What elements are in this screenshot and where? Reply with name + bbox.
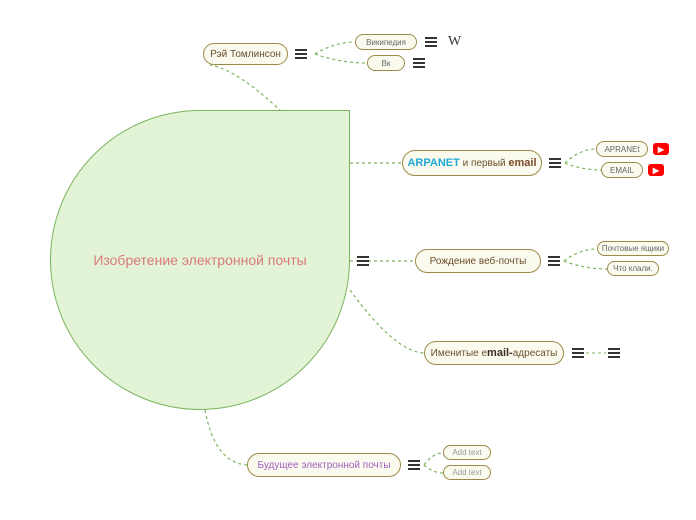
leaf-menu-icon[interactable] bbox=[608, 348, 620, 358]
branch-famous[interactable]: Именитые email-адресаты bbox=[424, 341, 564, 365]
central-label: Изобретение электронной почты bbox=[75, 252, 324, 268]
leaf-menu-icon[interactable] bbox=[425, 37, 437, 47]
leaf-node[interactable]: Add text bbox=[443, 465, 491, 480]
leaf-node[interactable]: EMAIL bbox=[601, 162, 643, 178]
leaf-label: EMAIL bbox=[610, 166, 634, 175]
mindmap-canvas: Изобретение электронной почты Рэй Томлин… bbox=[0, 0, 696, 520]
leaf-node[interactable]: Add text bbox=[443, 445, 491, 460]
leaf-node[interactable]: APRANEt bbox=[596, 141, 648, 157]
branch-label: Рэй Томлинсон bbox=[210, 49, 281, 60]
branch-webmail[interactable]: Рождение веб-почты bbox=[415, 249, 541, 273]
leaf-label: Add text bbox=[452, 448, 481, 457]
leaf-label: Почтовые ящики bbox=[602, 244, 664, 253]
youtube-icon[interactable]: ▶ bbox=[648, 164, 664, 176]
leaf-label: Add text bbox=[452, 468, 481, 477]
branch-menu-icon[interactable] bbox=[548, 256, 560, 266]
central-node[interactable]: Изобретение электронной почты bbox=[50, 110, 350, 410]
leaf-label: Википедия bbox=[366, 38, 406, 47]
leaf-node[interactable]: Вк bbox=[367, 55, 405, 71]
branch-future[interactable]: Будущее электронной почты bbox=[247, 453, 401, 477]
leaf-node[interactable]: Что клали. bbox=[607, 261, 659, 276]
leaf-node[interactable]: Почтовые ящики bbox=[597, 241, 669, 256]
leaf-node[interactable]: Википедия bbox=[355, 34, 417, 50]
leaf-label: APRANEt bbox=[604, 145, 639, 154]
branch-arpanet[interactable]: ARPANET и первый email bbox=[402, 150, 542, 176]
branch-label: Будущее электронной почты bbox=[257, 460, 390, 471]
branch-label: ARPANET и первый email bbox=[407, 157, 536, 169]
branch-menu-icon[interactable] bbox=[549, 158, 561, 168]
leaf-menu-icon[interactable] bbox=[413, 58, 425, 68]
wikipedia-icon[interactable]: W bbox=[448, 34, 461, 50]
central-menu-icon[interactable] bbox=[357, 256, 369, 266]
branch-menu-icon[interactable] bbox=[295, 49, 307, 59]
branch-menu-icon[interactable] bbox=[572, 348, 584, 358]
branch-menu-icon[interactable] bbox=[408, 460, 420, 470]
branch-label: Именитые email-адресаты bbox=[431, 347, 558, 359]
youtube-icon[interactable]: ▶ bbox=[653, 143, 669, 155]
leaf-label: Что клали. bbox=[613, 264, 653, 273]
branch-ray[interactable]: Рэй Томлинсон bbox=[203, 43, 288, 65]
leaf-label: Вк bbox=[382, 59, 391, 68]
branch-label: Рождение веб-почты bbox=[430, 256, 527, 267]
